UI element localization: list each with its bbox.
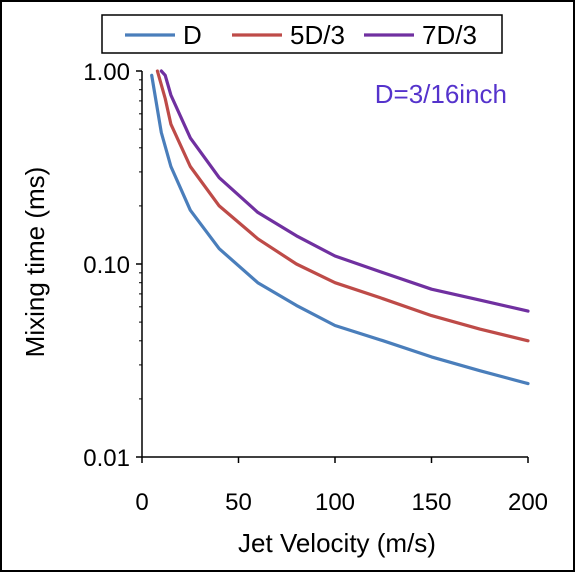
x-tick-label-1: 50 <box>225 489 252 516</box>
series-line-2 <box>159 69 530 313</box>
axes: 0 50 100 150 200 0.01 0.10 1.00 <box>83 59 548 516</box>
legend-label-0: D <box>183 20 202 50</box>
y-tick-label-0: 0.01 <box>83 445 130 472</box>
x-axis-label: Jet Velocity (m/s) <box>238 528 436 558</box>
x-tick-label-0: 0 <box>135 489 148 516</box>
series-layer <box>150 69 530 386</box>
y-tick-label-2: 1.00 <box>83 59 130 86</box>
chart-annotation: D=3/16inch <box>375 79 507 109</box>
x-tick-label-3: 150 <box>411 489 451 516</box>
series-line-1 <box>155 69 530 343</box>
x-tick-label-2: 100 <box>315 489 355 516</box>
legend: D 5D/3 7D/3 <box>101 14 503 54</box>
legend-label-2: 7D/3 <box>422 20 477 50</box>
y-axis-label: Mixing time (ms) <box>20 167 50 358</box>
x-tick-label-4: 200 <box>508 489 548 516</box>
y-tick-label-1: 0.10 <box>83 252 130 279</box>
series-line-0 <box>150 73 530 386</box>
legend-label-1: 5D/3 <box>290 20 345 50</box>
